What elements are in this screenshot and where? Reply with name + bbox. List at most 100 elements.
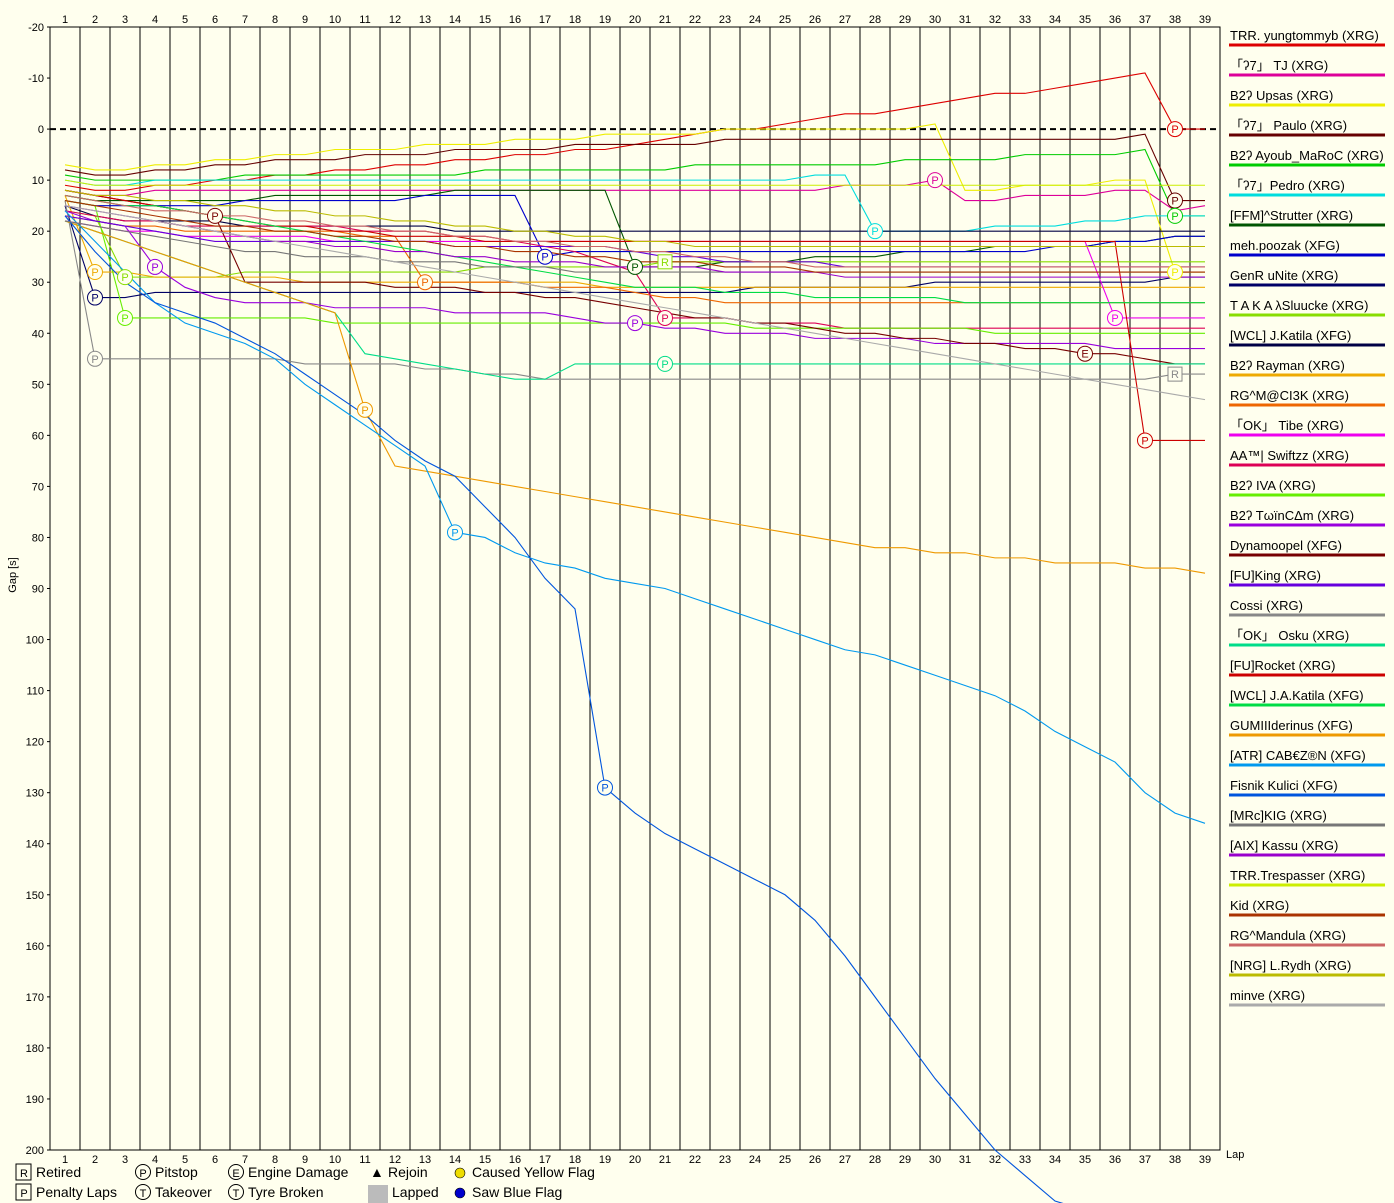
marker-label: P [151, 262, 158, 274]
x-tick-label: 37 [1139, 14, 1151, 26]
x-tick-label: 18 [569, 14, 581, 26]
x-tick-label: 12 [389, 14, 401, 26]
marker-label: P [1171, 124, 1178, 136]
legend-label: RG^M@CI3K (XRG) [1230, 388, 1349, 403]
legend-label: minve (XRG) [1230, 988, 1305, 1003]
key-label: Retired [36, 1164, 81, 1180]
key-icon [135, 1164, 151, 1180]
x-tick-label: 4 [152, 14, 158, 26]
x-tick-label: 15 [479, 1154, 491, 1166]
y-tick-label: 60 [32, 430, 44, 442]
x-tick-label: 30 [929, 14, 941, 26]
x-tick-label: 19 [599, 1154, 611, 1166]
key-icon [454, 1167, 466, 1179]
legend-label: 「OK」 Tibe (XRG) [1230, 418, 1344, 433]
pitstop-marker [1107, 309, 1123, 326]
y-tick-label: 70 [32, 481, 44, 493]
legend-label: 「ʔ7」Pedro (XRG) [1230, 178, 1345, 193]
marker-label: P [541, 252, 548, 264]
marker-label: P [661, 313, 668, 325]
x-axis-label: Lap [1226, 1149, 1244, 1161]
pitstop-marker [87, 350, 103, 367]
pitstop-marker [357, 401, 373, 418]
key-icon [454, 1187, 466, 1199]
marker-label: P [1171, 267, 1178, 279]
legend-label: T A K A λSluucke (XRG) [1230, 298, 1369, 313]
pitstop-marker [87, 264, 103, 281]
x-tick-label: 31 [959, 14, 971, 26]
x-tick-label: 15 [479, 14, 491, 26]
pitstop-marker [87, 289, 103, 306]
key-label: Takeover [155, 1184, 212, 1200]
marker-label: P [421, 277, 428, 289]
engine-damage-marker [1077, 345, 1093, 362]
legend-label: B2ʔ Ayoub_MaRoC (XRG) [1230, 148, 1384, 163]
x-tick-label: 5 [182, 14, 188, 26]
x-tick-label: 25 [779, 14, 791, 26]
legend-label: 「ʔ7」 TJ (XRG) [1230, 58, 1328, 73]
x-tick-label: 2 [92, 1154, 98, 1166]
y-tick-label: 20 [32, 226, 44, 238]
series-line [64, 123, 1205, 273]
y-tick-label: 130 [26, 788, 44, 800]
key-label: Tyre Broken [248, 1184, 323, 1200]
legend-label: AA™| Swiftzz (XRG) [1230, 448, 1349, 463]
x-tick-label: 32 [989, 14, 1001, 26]
series-line [64, 200, 1205, 380]
x-tick-label: 23 [719, 1154, 731, 1166]
x-tick-label: 19 [599, 14, 611, 26]
x-tick-label: 24 [749, 1154, 761, 1166]
x-tick-label: 31 [959, 1154, 971, 1166]
x-tick-label: 12 [389, 1154, 401, 1166]
x-tick-label: 33 [1019, 1154, 1031, 1166]
x-tick-label: 21 [659, 14, 671, 26]
marker-label: P [211, 211, 218, 223]
key-label: Saw Blue Flag [472, 1184, 562, 1200]
x-tick-label: 33 [1019, 14, 1031, 26]
y-tick-label: 40 [32, 328, 44, 340]
y-tick-label: 170 [26, 992, 44, 1004]
marker-label: P [1111, 313, 1118, 325]
x-tick-label: 38 [1169, 14, 1181, 26]
pitstop-marker [1167, 264, 1183, 281]
y-tick-label: 50 [32, 379, 44, 391]
key-icon-letter: P [139, 1168, 146, 1180]
x-tick-labels-bottom: 1 2 3 4 5 6 7 8 9 10 11 12 13 14 15 16 17 18 19 20 21 22 23 24 2… [62, 1154, 1211, 1166]
x-tick-label: 28 [869, 1154, 881, 1166]
x-tick-label: 35 [1079, 1154, 1091, 1166]
key-icon-letter: T [140, 1188, 147, 1200]
marker-label: P [1171, 196, 1178, 208]
pitstop-marker [657, 355, 673, 372]
x-tick-label: 7 [242, 14, 248, 26]
y-tick-label: 150 [26, 890, 44, 902]
x-tick-label: 39 [1199, 1154, 1211, 1166]
y-tick-label: 140 [26, 839, 44, 851]
x-tick-label: 9 [302, 1154, 308, 1166]
legend-label: [FU]King (XRG) [1230, 568, 1321, 583]
legend-label: [WCL] J.Katila (XFG) [1230, 328, 1351, 343]
legend-label: TRR. yungtommyb (XRG) [1230, 28, 1379, 43]
x-tick-label: 32 [989, 1154, 1001, 1166]
key-label: Rejoin [388, 1164, 428, 1180]
y-tick-label: 0 [38, 124, 44, 136]
pitstop-marker [627, 315, 643, 332]
series-line [64, 179, 1205, 186]
key-label: Pitstop [155, 1164, 198, 1180]
y-tick-label: 200 [26, 1145, 44, 1157]
x-tick-label: 20 [629, 14, 641, 26]
legend-label: RG^Mandula (XRG) [1230, 928, 1346, 943]
legend-label: GenR uNite (XRG) [1230, 268, 1338, 283]
legend-label: B2ʔ IVA (XRG) [1230, 478, 1316, 493]
pitstop-marker [447, 524, 463, 541]
x-tick-label: 23 [719, 14, 731, 26]
legend-label: [MRc]KIG (XRG) [1230, 808, 1327, 823]
x-tick-label: 14 [449, 14, 461, 26]
key-icon [228, 1184, 244, 1200]
legend-label: 「ʔ7」 Paulo (XRG) [1230, 118, 1347, 133]
x-tick-label: 14 [449, 1154, 461, 1166]
series-line [64, 133, 1205, 202]
marker-label: P [1141, 435, 1148, 447]
marker-key-legend: R Retired P Pitstop E Engine Damage ▲ Rejoin Cau… [15, 1163, 595, 1203]
x-tick-label: 27 [839, 1154, 851, 1166]
